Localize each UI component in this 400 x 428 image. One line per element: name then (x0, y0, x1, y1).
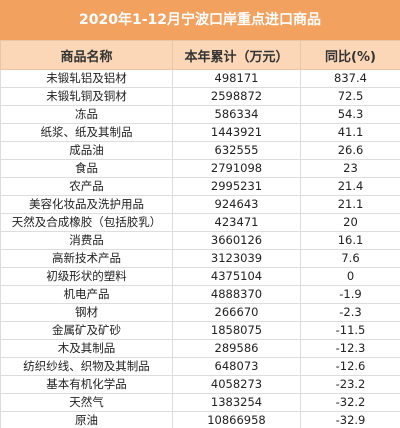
product-name: 金属矿及矿砂 (0, 321, 173, 340)
yoy-change: 41.1 (300, 123, 400, 142)
header-cell: 同比(%) (300, 40, 400, 70)
yoy-change: 837.4 (300, 69, 400, 88)
header-cell: 商品名称 (0, 40, 173, 70)
cumulative-value: 4888370 (172, 285, 301, 304)
yoy-change: 26.6 (300, 141, 400, 160)
product-name: 纸浆、纸及其制品 (0, 123, 173, 142)
product-name: 木及其制品 (0, 339, 173, 358)
yoy-change: 72.5 (300, 87, 400, 106)
yoy-change: 16.1 (300, 231, 400, 250)
table-row: 食品 2791098 23 (0, 159, 400, 178)
cumulative-value: 2995231 (172, 177, 301, 196)
cumulative-value: 2598872 (172, 87, 301, 106)
yoy-change: -12.3 (300, 339, 400, 358)
cumulative-value: 289586 (172, 339, 301, 358)
cumulative-value: 1443921 (172, 123, 301, 142)
cumulative-value: 924643 (172, 195, 301, 214)
cumulative-value: 4375104 (172, 267, 301, 286)
product-name: 美容化妆品及洗护用品 (0, 195, 173, 214)
product-name: 冻品 (0, 105, 173, 124)
product-name: 纺织纱线、织物及其制品 (0, 357, 173, 376)
product-name: 初级形状的塑料 (0, 267, 173, 286)
cumulative-value: 1858075 (172, 321, 301, 340)
table-row: 钢材 266670 -2.3 (0, 303, 400, 322)
table-row: 初级形状的塑料 4375104 0 (0, 267, 400, 286)
table-row: 纸浆、纸及其制品 1443921 41.1 (0, 123, 400, 142)
product-name: 农产品 (0, 177, 173, 196)
table-row: 金属矿及矿砂 1858075 -11.5 (0, 321, 400, 340)
cumulative-value: 648073 (172, 357, 301, 376)
table-row: 基本有机化学品 4058273 -23.2 (0, 375, 400, 394)
cumulative-value: 1383254 (172, 393, 301, 412)
yoy-change: 21.1 (300, 195, 400, 214)
table-row: 农产品 2995231 21.4 (0, 177, 400, 196)
yoy-change: -32.2 (300, 393, 400, 412)
cumulative-value: 586334 (172, 105, 301, 124)
cumulative-value: 2791098 (172, 159, 301, 178)
cumulative-value: 3660126 (172, 231, 301, 250)
product-name: 未锻轧铜及铜材 (0, 87, 173, 106)
yoy-change: 21.4 (300, 177, 400, 196)
table-row: 成品油 632555 26.6 (0, 141, 400, 160)
product-name: 原油 (0, 411, 173, 428)
product-name: 天然及合成橡胶（包括胶乳） (0, 213, 173, 232)
cumulative-value: 4058273 (172, 375, 301, 394)
table-row: 未锻轧铝及铝材 498171 837.4 (0, 69, 400, 88)
product-name: 食品 (0, 159, 173, 178)
table-row: 消费品 3660126 16.1 (0, 231, 400, 250)
yoy-change: -23.2 (300, 375, 400, 394)
product-name: 机电产品 (0, 285, 173, 304)
yoy-change: 54.3 (300, 105, 400, 124)
yoy-change: 23 (300, 159, 400, 178)
data-table: 商品名称 本年累计（万元） 同比(%) 未锻轧铝及铝材 498171 837.4 未锻轧铜… (0, 40, 400, 428)
product-name: 天然气 (0, 393, 173, 412)
cumulative-value: 632555 (172, 141, 301, 160)
table-row: 未锻轧铜及铜材 2598872 72.5 (0, 87, 400, 106)
product-name: 消费品 (0, 231, 173, 250)
header-cell: 本年累计（万元） (172, 40, 301, 70)
header-row: 商品名称 本年累计（万元） 同比(%) (0, 40, 400, 70)
table-row: 冻品 586334 54.3 (0, 105, 400, 124)
table-row: 机电产品 4888370 -1.9 (0, 285, 400, 304)
yoy-change: -2.3 (300, 303, 400, 322)
yoy-change: 0 (300, 267, 400, 286)
product-name: 成品油 (0, 141, 173, 160)
cumulative-value: 3123039 (172, 249, 301, 268)
table-row: 天然及合成橡胶（包括胶乳） 423471 20 (0, 213, 400, 232)
product-name: 未锻轧铝及铝材 (0, 69, 173, 88)
product-name: 基本有机化学品 (0, 375, 173, 394)
table-title: 2020年1-12月宁波口岸重点进口商品 (0, 0, 400, 40)
yoy-change: -1.9 (300, 285, 400, 304)
table-row: 原油 10866958 -32.9 (0, 411, 400, 428)
cumulative-value: 266670 (172, 303, 301, 322)
table-row: 天然气 1383254 -32.2 (0, 393, 400, 412)
yoy-change: 7.6 (300, 249, 400, 268)
cumulative-value: 10866958 (172, 411, 301, 428)
table-row: 纺织纱线、织物及其制品 648073 -12.6 (0, 357, 400, 376)
yoy-change: -12.6 (300, 357, 400, 376)
yoy-change: -11.5 (300, 321, 400, 340)
yoy-change: -32.9 (300, 411, 400, 428)
table-body: 未锻轧铝及铝材 498171 837.4 未锻轧铜及铜材 2598872 72.5 冻品 58… (0, 69, 400, 428)
cumulative-value: 498171 (172, 69, 301, 88)
yoy-change: 20 (300, 213, 400, 232)
table-row: 高新技术产品 3123039 7.6 (0, 249, 400, 268)
table-row: 美容化妆品及洗护用品 924643 21.1 (0, 195, 400, 214)
product-name: 钢材 (0, 303, 173, 322)
cumulative-value: 423471 (172, 213, 301, 232)
table-row: 木及其制品 289586 -12.3 (0, 339, 400, 358)
product-name: 高新技术产品 (0, 249, 173, 268)
